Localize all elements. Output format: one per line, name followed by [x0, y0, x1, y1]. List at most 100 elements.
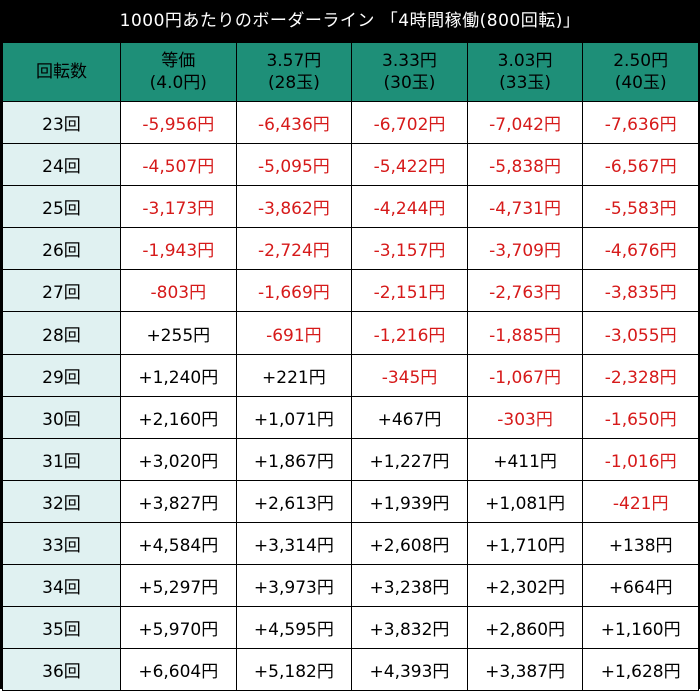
table-cell: +3,827円 [120, 479, 237, 523]
header-col-2: 3.33円 (30玉) [351, 42, 468, 102]
table-cell: +4,584円 [120, 521, 237, 566]
table-row: 35回 +5,970円 +4,595円 +3,832円 +2,860円 +1,160円 [2, 606, 699, 650]
table-cell: +4,595円 [235, 606, 353, 650]
table-cell: +1,939円 [351, 479, 468, 523]
table-cell: +467円 [351, 395, 468, 439]
table-cell: +1,071円 [235, 395, 353, 439]
row-label: 28回 [2, 311, 121, 355]
table-cell: -7,042円 [466, 100, 584, 145]
table-cell: +1,628円 [582, 648, 699, 691]
table-cell: -3,157円 [351, 227, 468, 271]
table-cell: +6,604円 [120, 648, 237, 691]
header-col-1: 3.57円 (28玉) [235, 42, 353, 102]
table-cell: +1,081円 [466, 479, 584, 523]
table-cell: -1,943円 [120, 227, 237, 271]
table-cell: -303円 [466, 395, 584, 439]
table-cell: -2,763円 [466, 269, 584, 313]
table-cell: -803円 [120, 269, 237, 313]
table-cell: -2,724円 [235, 227, 353, 271]
header-rotation-count: 回転数 [2, 42, 121, 102]
row-label: 26回 [2, 227, 121, 271]
header-row: 回転数 等価 (4.0円) 3.57円 (28玉) 3.33円 (30玉) 3.03円… [2, 42, 699, 102]
row-label: 25回 [2, 185, 121, 229]
table-body: 23回 -5,956円 -6,436円 -6,702円 -7,042円 -7,636円 24… [2, 100, 699, 691]
table-cell: +411円 [466, 437, 584, 481]
table-cell: -1,216円 [351, 311, 468, 355]
table-cell: -345円 [351, 353, 468, 397]
row-label: 27回 [2, 269, 121, 313]
table-cell: -6,702円 [351, 100, 468, 145]
row-label: 23回 [2, 100, 121, 145]
table-cell: -5,838円 [466, 143, 584, 187]
row-label: 34回 [2, 564, 121, 608]
table-cell: +3,973円 [235, 564, 353, 608]
table-cell: -691円 [235, 311, 353, 355]
table-cell: -421円 [582, 479, 699, 523]
row-label: 35回 [2, 606, 121, 650]
header-col-4: 2.50円 (40玉) [582, 42, 699, 102]
table-cell: +1,227円 [351, 437, 468, 481]
table-cell: +3,314円 [235, 521, 353, 566]
table-title: 1000円あたりのボーダーライン 「4時間稼働(800回転)」 [119, 11, 581, 31]
table-cell: -1,650円 [582, 395, 699, 439]
table-cell: +1,867円 [235, 437, 353, 481]
border-line-table: 回転数 等価 (4.0円) 3.57円 (28玉) 3.33円 (30玉) 3.03円… [2, 42, 699, 691]
table-cell: +3,020円 [120, 437, 237, 481]
table-cell: +1,240円 [120, 353, 237, 397]
table-cell: -1,669円 [235, 269, 353, 313]
table-cell: +3,238円 [351, 564, 468, 608]
table-cell: +138円 [582, 521, 699, 566]
table-cell: +2,160円 [120, 395, 237, 439]
table-cell: -3,862円 [235, 185, 353, 229]
table-cell: -4,676円 [582, 227, 699, 271]
table-cell: +5,297円 [120, 564, 237, 608]
table-cell: -1,016円 [582, 437, 699, 481]
table-row: 29回 +1,240円 +221円 -345円 -1,067円 -2,328円 [2, 353, 699, 397]
table-row: 25回 -3,173円 -3,862円 -4,244円 -4,731円 -5,583円 [2, 185, 699, 229]
table-row: 23回 -5,956円 -6,436円 -6,702円 -7,042円 -7,636円 [2, 100, 699, 145]
table-cell: +221円 [235, 353, 353, 397]
table-cell: +1,160円 [582, 606, 699, 650]
table-cell: -3,835円 [582, 269, 699, 313]
table-cell: +5,970円 [120, 606, 237, 650]
table-cell: -6,567円 [582, 143, 699, 187]
table-cell: -3,709円 [466, 227, 584, 271]
table-row: 24回 -4,507円 -5,095円 -5,422円 -5,838円 -6,567円 [2, 143, 699, 187]
table-cell: +3,387円 [466, 648, 584, 691]
header-col-3: 3.03円 (33玉) [466, 42, 584, 102]
table-cell: +3,832円 [351, 606, 468, 650]
table-cell: -5,956円 [120, 100, 237, 145]
table-row: 30回 +2,160円 +1,071円 +467円 -303円 -1,650円 [2, 395, 699, 439]
header-col-0: 等価 (4.0円) [120, 42, 237, 102]
table-row: 32回 +3,827円 +2,613円 +1,939円 +1,081円 -421円 [2, 479, 699, 523]
table-cell: -1,885円 [466, 311, 584, 355]
row-label: 31回 [2, 437, 121, 481]
table-cell: +664円 [582, 564, 699, 608]
table-row: 26回 -1,943円 -2,724円 -3,157円 -3,709円 -4,676円 [2, 227, 699, 271]
table-cell: +4,393円 [351, 648, 468, 691]
table-cell: +5,182円 [235, 648, 353, 691]
table-cell: -4,731円 [466, 185, 584, 229]
table-cell: -5,422円 [351, 143, 468, 187]
table-cell: -6,436円 [235, 100, 353, 145]
row-label: 29回 [2, 353, 121, 397]
table-cell: -1,067円 [466, 353, 584, 397]
table-cell: +2,613円 [235, 479, 353, 523]
row-label: 36回 [2, 648, 121, 691]
table-row: 36回 +6,604円 +5,182円 +4,393円 +3,387円 +1,628円 [2, 648, 699, 691]
table-cell: -4,244円 [351, 185, 468, 229]
table-cell: +2,302円 [466, 564, 584, 608]
table-row: 34回 +5,297円 +3,973円 +3,238円 +2,302円 +664円 [2, 564, 699, 608]
row-label: 30回 [2, 395, 121, 439]
table-cell: -4,507円 [120, 143, 237, 187]
table-cell: +2,860円 [466, 606, 584, 650]
row-label: 24回 [2, 143, 121, 187]
table-cell: -7,636円 [582, 100, 699, 145]
table-cell: -3,173円 [120, 185, 237, 229]
table-cell: +255円 [120, 311, 237, 355]
table-row: 33回 +4,584円 +3,314円 +2,608円 +1,710円 +138円 [2, 521, 699, 566]
table-cell: -5,583円 [582, 185, 699, 229]
table-cell: +1,710円 [466, 521, 584, 566]
table-cell: -3,055円 [582, 311, 699, 355]
